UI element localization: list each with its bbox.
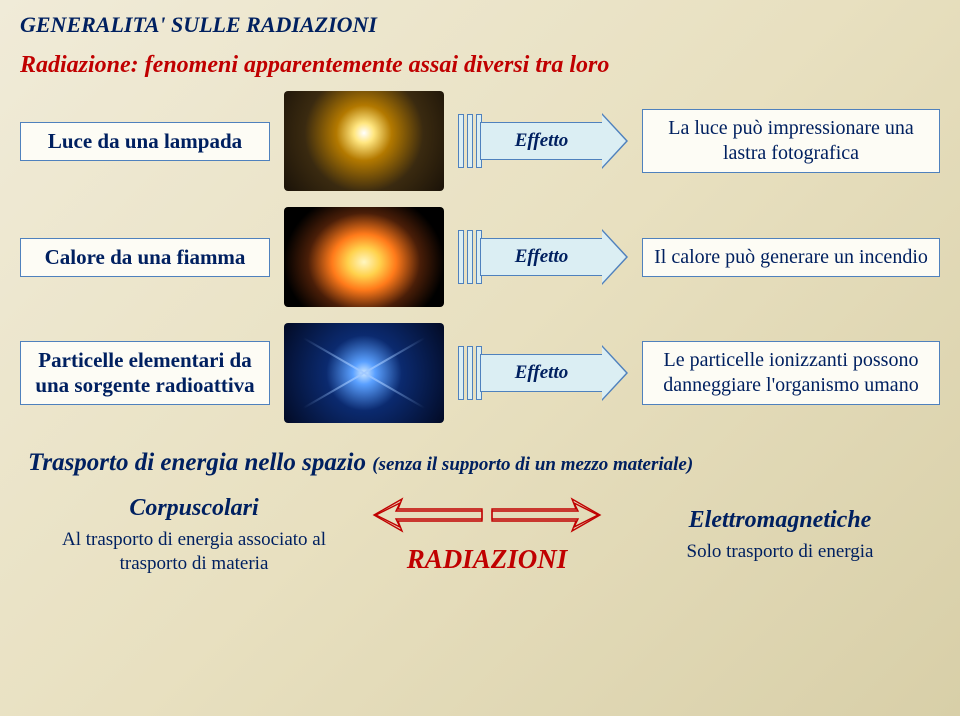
corpuscular-title: Corpuscolari (54, 495, 334, 522)
radiation-center: RADIAZIONI (362, 495, 612, 575)
flame-image (284, 207, 444, 307)
arrow-head-icon (602, 113, 628, 169)
transport-main: Trasporto di energia nello spazio (28, 449, 366, 476)
effect-arrow: Effetto (458, 229, 628, 285)
arrow-stripes (458, 114, 482, 168)
row-flame: Calore da una fiamma Effetto Il calore p… (20, 207, 940, 307)
effect-arrow: Effetto (458, 345, 628, 401)
subtitle: Radiazione: fenomeni apparentemente assa… (0, 42, 960, 91)
electromagnetic-sub: Solo trasporto di energia (640, 540, 920, 564)
effect-description: Le particelle ionizzanti possono dannegg… (642, 341, 940, 405)
arrow-stripes (458, 230, 482, 284)
header-title: GENERALITA' SULLE RADIAZIONI (20, 12, 940, 38)
transport-statement: Trasporto di energia nello spazio (senza… (0, 423, 960, 485)
source-label: Particelle elementari da una sorgente ra… (20, 341, 270, 405)
corpuscular-sub: Al trasporto di energia associato al tra… (54, 528, 334, 576)
effect-arrow: Effetto (458, 113, 628, 169)
arrow-label: Effetto (480, 238, 602, 276)
arrow-head-icon (602, 229, 628, 285)
arrow-label: Effetto (480, 122, 602, 160)
corpuscular-col: Corpuscolari Al trasporto di energia ass… (54, 495, 334, 576)
transport-paren: (senza il supporto di un mezzo materiale… (372, 454, 693, 475)
effect-description: La luce può impressionare una lastra fot… (642, 109, 940, 173)
source-label: Luce da una lampada (20, 122, 270, 161)
slide-header: GENERALITA' SULLE RADIAZIONI (0, 0, 960, 42)
particle-image (284, 323, 444, 423)
arrow-stripes (458, 346, 482, 400)
arrow-label: Effetto (480, 354, 602, 392)
row-lamp: Luce da una lampada Effetto La luce può … (20, 91, 940, 191)
arrow-head-icon (602, 345, 628, 401)
electromagnetic-title: Elettromagnetiche (640, 507, 920, 534)
radiation-rows: Luce da una lampada Effetto La luce può … (0, 91, 960, 423)
source-label: Calore da una fiamma (20, 238, 270, 277)
electromagnetic-col: Elettromagnetiche Solo trasporto di ener… (640, 507, 920, 564)
bottom-section: Corpuscolari Al trasporto di energia ass… (0, 485, 960, 576)
double-arrow-icon (372, 495, 602, 535)
effect-description: Il calore può generare un incendio (642, 238, 940, 277)
lamp-image (284, 91, 444, 191)
radiation-label: RADIAZIONI (362, 544, 612, 575)
row-particle: Particelle elementari da una sorgente ra… (20, 323, 940, 423)
